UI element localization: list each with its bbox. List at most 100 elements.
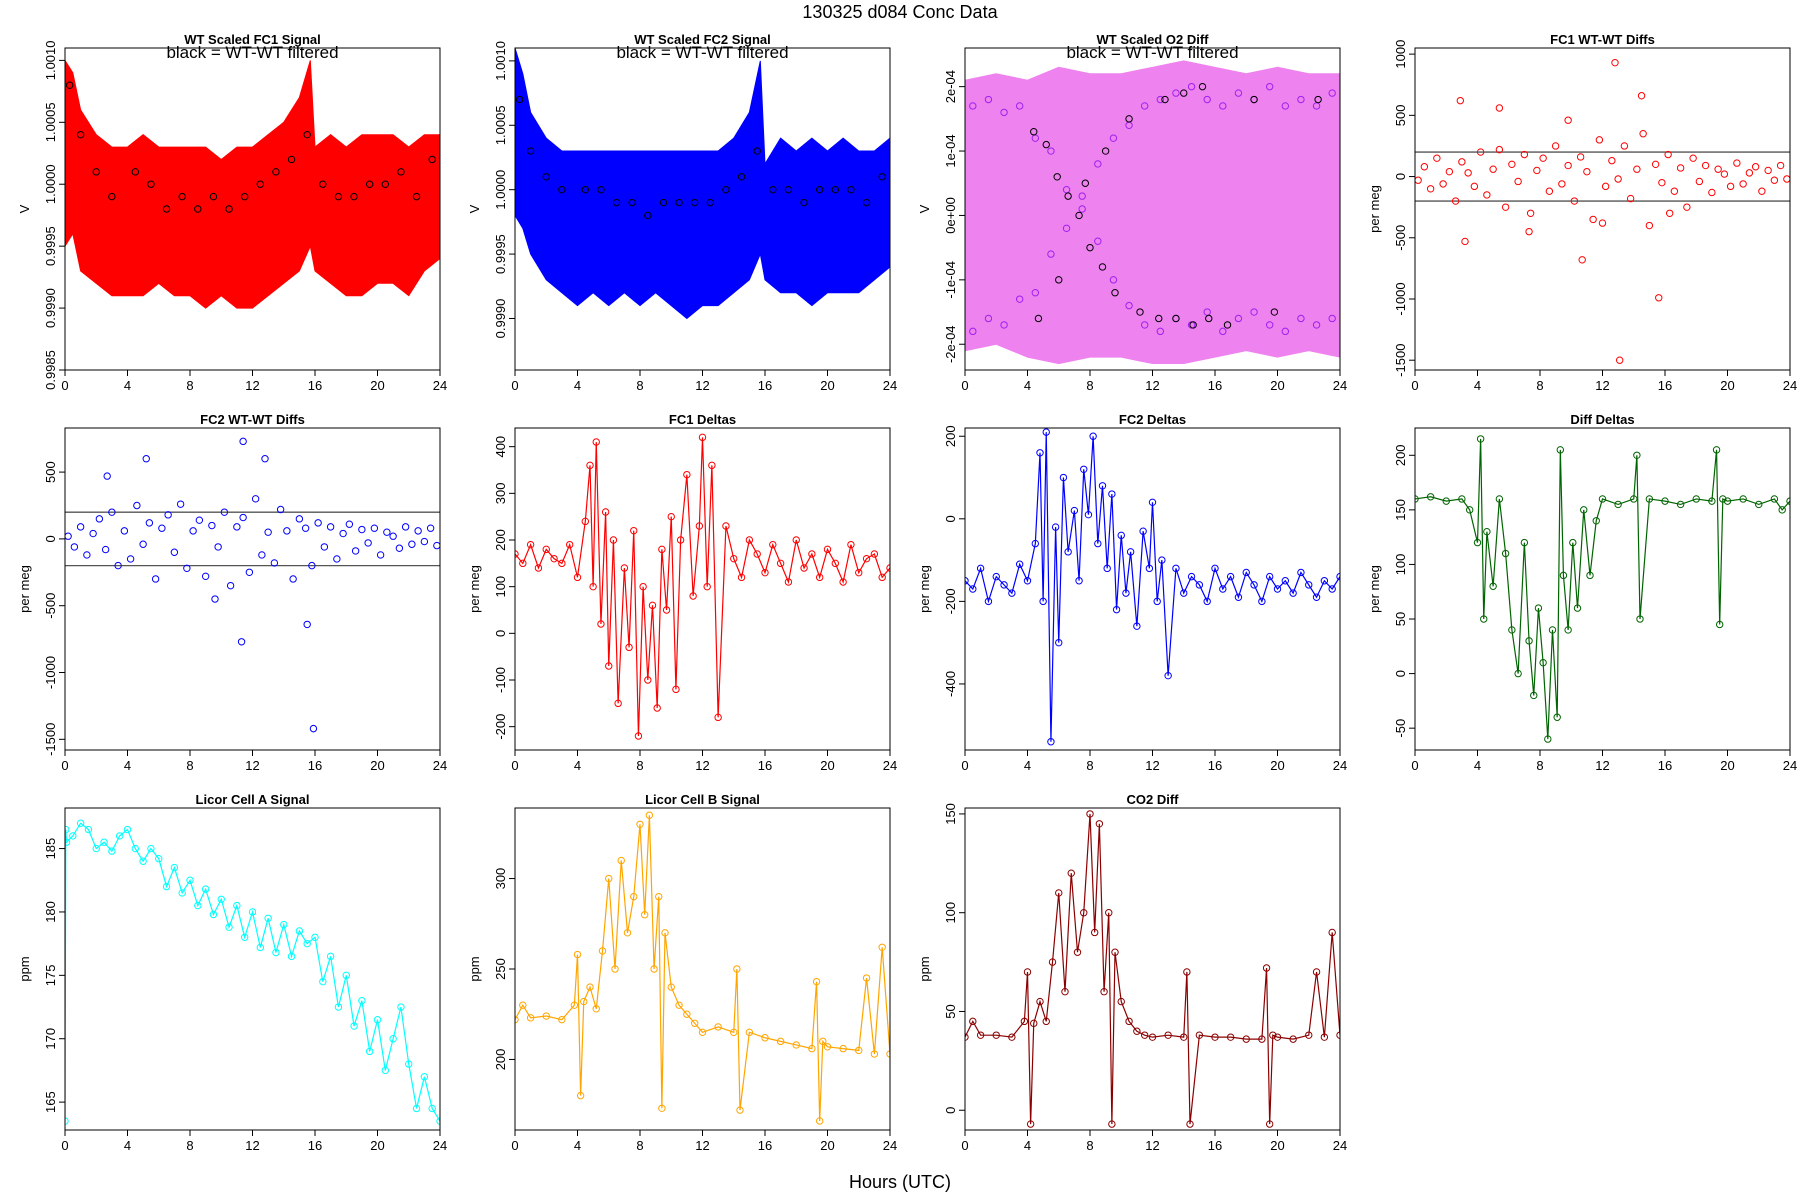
data-point	[815, 573, 824, 582]
plot-frame	[964, 807, 1341, 1131]
x-tick-label: 12	[1595, 758, 1609, 773]
data-point	[131, 168, 140, 176]
x-tick-label: 0	[511, 378, 518, 393]
data-point	[611, 965, 619, 973]
x-tick-label: 12	[1145, 1138, 1159, 1153]
data-point	[1140, 321, 1149, 329]
x-tick-label: 8	[1086, 1138, 1093, 1153]
data-point	[194, 901, 202, 910]
data-point	[1195, 581, 1204, 589]
x-tick-label: 0	[961, 758, 968, 773]
data-point	[1708, 188, 1716, 197]
data-point	[1633, 165, 1641, 173]
y-tick-label: 1.0005	[493, 105, 508, 145]
data-point	[984, 95, 993, 104]
data-point	[1109, 134, 1118, 142]
data-point	[1139, 527, 1147, 535]
data-point	[1265, 572, 1274, 581]
data-point	[1094, 160, 1102, 168]
figure-title: 130325 d084 Conc Data	[802, 2, 998, 22]
data-point	[364, 539, 372, 547]
data-point	[708, 461, 716, 470]
data-point	[170, 548, 179, 556]
data-point	[1548, 626, 1557, 634]
data-point	[661, 929, 669, 937]
x-tick-label: 24	[1333, 1138, 1347, 1153]
x-tick-label: 0	[961, 378, 968, 393]
data-point	[1530, 691, 1538, 700]
y-tick-label: -1000	[43, 656, 58, 689]
data-point	[1608, 156, 1616, 165]
data-point	[1776, 161, 1785, 170]
data-point	[389, 1035, 397, 1043]
data-point	[1595, 136, 1604, 144]
data-point	[1156, 327, 1165, 336]
data-point	[1136, 308, 1144, 316]
y-tick-label: 0	[43, 535, 58, 542]
data-point	[381, 1066, 390, 1075]
data-point	[645, 811, 654, 819]
y-tick-label: 170	[43, 1028, 58, 1050]
data-point	[395, 544, 404, 552]
data-point	[1067, 869, 1075, 877]
data-point	[276, 505, 285, 514]
x-tick-label: 0	[1411, 758, 1418, 773]
series-line	[515, 815, 890, 1121]
y-tick-label: 1.0005	[43, 102, 58, 142]
data-point	[714, 1023, 722, 1031]
data-point	[1483, 527, 1491, 536]
data-point	[659, 198, 668, 207]
data-point	[178, 889, 186, 897]
data-point	[1048, 958, 1057, 966]
x-tick-label: 16	[308, 378, 322, 393]
data-point	[139, 857, 147, 865]
data-point	[1733, 159, 1741, 167]
data-point	[1008, 1033, 1016, 1041]
data-point	[808, 1044, 816, 1053]
data-point	[1125, 301, 1133, 310]
x-tick-label: 12	[1145, 378, 1159, 393]
data-point	[1614, 500, 1622, 509]
data-point	[1031, 539, 1040, 548]
data-point	[1745, 169, 1754, 177]
data-point	[365, 180, 374, 188]
data-point	[630, 892, 638, 901]
data-point	[1633, 451, 1641, 459]
data-point	[131, 844, 140, 853]
data-point	[878, 573, 886, 582]
data-point	[1126, 548, 1135, 556]
data-point	[142, 455, 150, 463]
data-point	[164, 511, 172, 519]
data-point	[126, 555, 135, 563]
data-point	[295, 927, 304, 935]
x-tick-label: 0	[1411, 378, 1418, 393]
data-point	[1508, 160, 1516, 169]
y-tick-label: 300	[493, 868, 508, 890]
data-point	[1180, 589, 1188, 597]
data-point	[1090, 928, 1099, 937]
data-point	[831, 185, 840, 194]
y-tick-label: 180	[43, 901, 58, 923]
data-point	[667, 983, 675, 991]
data-point	[1445, 167, 1454, 176]
data-point	[515, 95, 524, 104]
data-point	[653, 704, 661, 712]
data-point	[1456, 96, 1465, 105]
data-point	[1297, 314, 1305, 323]
data-point	[1015, 295, 1024, 303]
data-point	[1140, 1031, 1149, 1039]
data-point	[640, 911, 649, 919]
data-point	[1051, 523, 1060, 531]
data-point	[1645, 221, 1654, 230]
plot-area	[965, 60, 1340, 365]
data-point	[397, 168, 405, 176]
data-point	[1198, 82, 1207, 91]
data-point	[1658, 178, 1666, 187]
data-point	[101, 545, 110, 554]
data-point	[1000, 581, 1008, 589]
data-point	[1661, 497, 1669, 505]
data-point	[301, 524, 310, 532]
data-point	[1219, 102, 1227, 110]
data-point	[1320, 1033, 1329, 1041]
data-point	[1258, 597, 1266, 606]
